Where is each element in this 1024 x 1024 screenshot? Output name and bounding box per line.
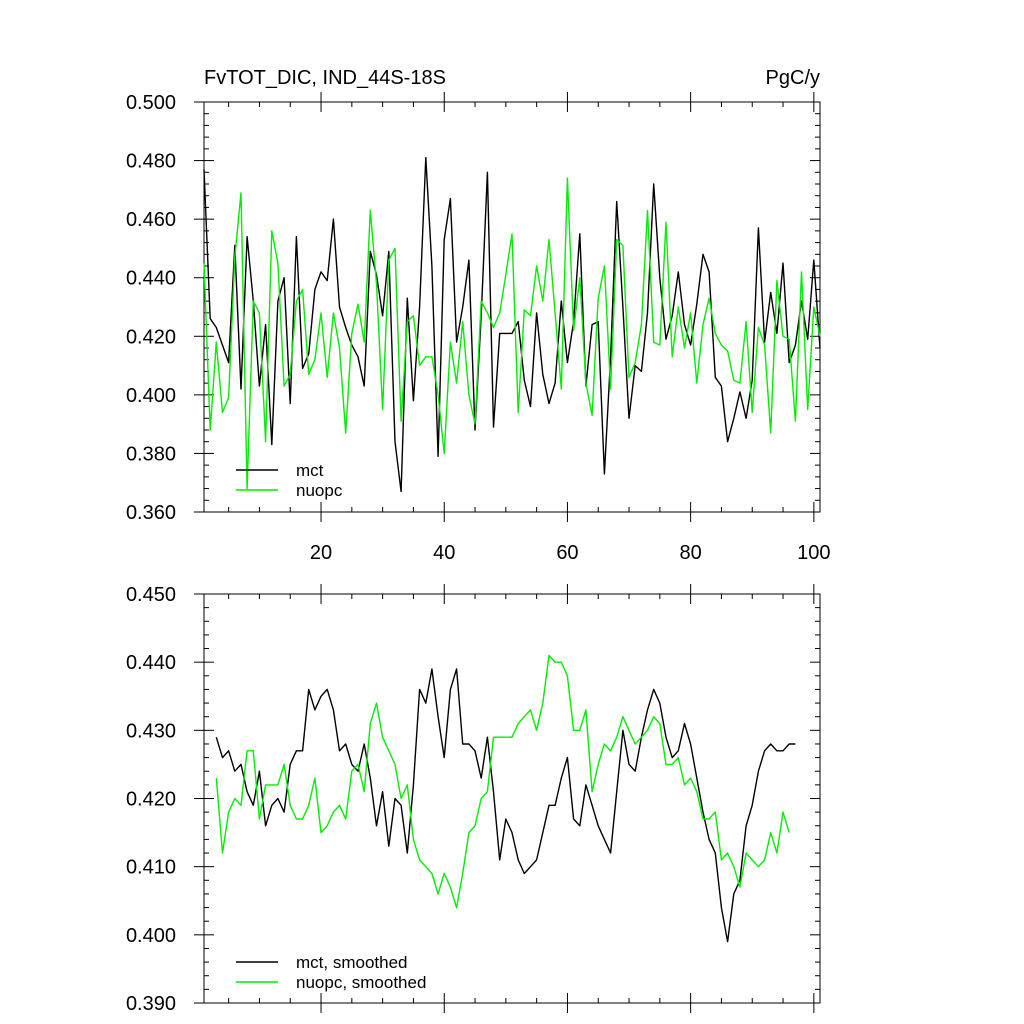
top-panel: FvTOT_DIC, IND_44S-18S PgC/y 0.360 0.380 0…	[126, 67, 831, 564]
y-tick-label: 0.410	[126, 857, 176, 879]
x-tick-label: 80	[680, 542, 702, 564]
y-tick-label: 0.450	[126, 584, 176, 606]
y-tick-label: 0.360	[126, 502, 176, 524]
series-line-mct	[203, 156, 821, 493]
legend-label: nuopc	[296, 481, 343, 500]
x-tick-label: 40	[433, 542, 455, 564]
legend-label: mct, smoothed	[296, 953, 408, 972]
bottom-panel: 0.390 0.400 0.410 0.420 0.430 0.440 0.450 mct, …	[126, 584, 821, 1015]
series-line-nuopc-smoothed	[215, 654, 790, 909]
series-line-nuopc	[203, 177, 821, 490]
y-tick-label: 0.380	[126, 443, 176, 465]
y-tick-label: 0.400	[126, 385, 176, 407]
y-tick-label: 0.390	[126, 993, 176, 1015]
x-tick-label: 100	[797, 542, 830, 564]
y-tick-label: 0.420	[126, 789, 176, 811]
y-tick-label: 0.430	[126, 720, 176, 742]
y-tick-label: 0.440	[126, 268, 176, 290]
chart-units: PgC/y	[766, 67, 820, 89]
y-tick-label: 0.400	[126, 925, 176, 947]
legend-label: mct	[296, 461, 324, 480]
series-line-mct-smoothed	[215, 668, 796, 943]
y-tick-label: 0.420	[126, 326, 176, 348]
x-tick-label: 20	[310, 542, 332, 564]
chart-title: FvTOT_DIC, IND_44S-18S	[204, 67, 446, 89]
plot-frame	[203, 101, 821, 513]
y-tick-label: 0.460	[126, 209, 176, 231]
y-tick-label: 0.480	[126, 151, 176, 173]
y-tick-label: 0.500	[126, 92, 176, 114]
x-tick-label: 60	[556, 542, 578, 564]
legend-label: nuopc, smoothed	[296, 973, 426, 992]
y-tick-label: 0.440	[126, 652, 176, 674]
